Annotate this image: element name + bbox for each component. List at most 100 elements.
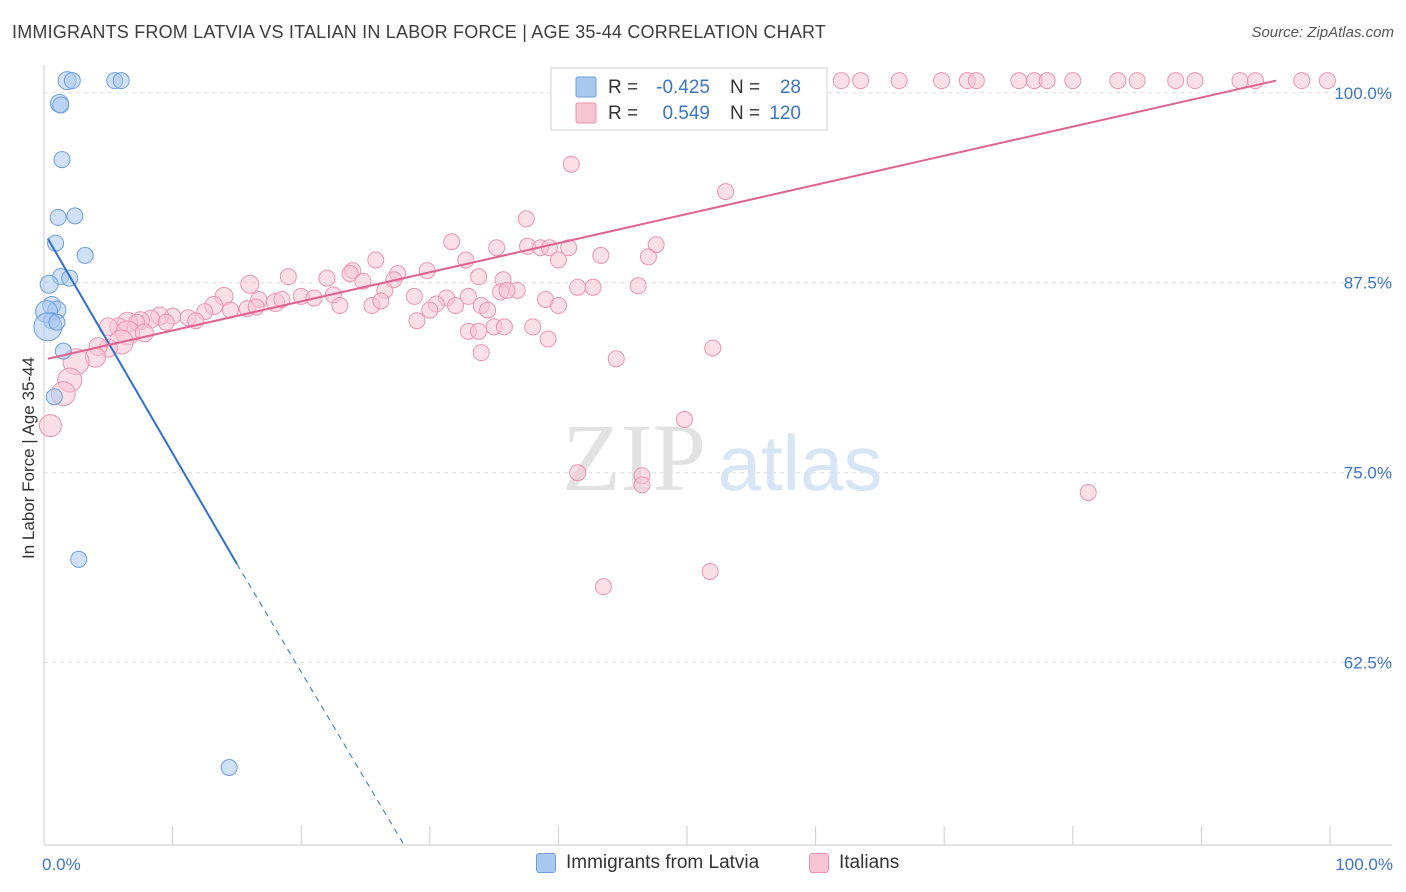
pink-data-point <box>517 210 535 228</box>
pink-data-point <box>584 278 602 296</box>
pink-data-point <box>470 268 488 286</box>
pink-data-point <box>1167 72 1185 90</box>
pink-data-point <box>933 72 951 90</box>
pink-data-point <box>539 330 557 348</box>
trend-lines <box>46 79 1277 846</box>
blue-data-point <box>48 313 66 331</box>
pink-data-point <box>488 239 506 257</box>
pink-data-point <box>562 155 580 173</box>
legend-r-label: R = <box>608 77 638 98</box>
blue-data-point <box>45 388 63 406</box>
pink-data-point <box>472 344 490 362</box>
data-points <box>33 71 1336 776</box>
y-axis-label: In Labor Force | Age 35-44 <box>19 357 38 559</box>
pink-data-point <box>443 233 461 251</box>
pink-data-point <box>1064 72 1082 90</box>
legend-pink-swatch <box>575 102 597 124</box>
legend-blue-swatch <box>575 76 597 98</box>
pink-data-point <box>549 297 567 315</box>
x-tick-label: 100.0% <box>1335 855 1393 874</box>
pink-data-point <box>633 476 651 494</box>
pink-trend-line <box>47 79 1277 360</box>
tick-labels: 100.0% 87.5% 75.0% 62.5% 0.0% 100.0% <box>42 84 1393 874</box>
pink-data-point <box>1109 72 1127 90</box>
y-tick-label: 100.0% <box>1334 84 1392 103</box>
legend-n-label: N = <box>730 103 760 124</box>
pink-data-point <box>405 287 423 305</box>
bottom-legend-pink-swatch <box>809 853 829 873</box>
legend-r-label: R = <box>608 103 638 124</box>
pink-data-point <box>569 464 587 482</box>
pink-data-point <box>639 248 657 266</box>
pink-data-point <box>331 297 349 315</box>
pink-data-point <box>354 272 372 290</box>
blue-data-point <box>49 208 67 226</box>
pink-data-point <box>890 72 908 90</box>
pink-data-point <box>524 318 542 336</box>
blue-data-point <box>76 246 94 264</box>
blue-data-point <box>63 72 81 90</box>
chart-title: IMMIGRANTS FROM LATVIA VS ITALIAN IN LAB… <box>12 22 827 42</box>
pink-data-point <box>1038 72 1056 90</box>
y-tick-label: 87.5% <box>1344 274 1392 293</box>
blue-data-point <box>66 207 84 225</box>
blue-data-point <box>53 151 71 169</box>
pink-data-point <box>341 265 359 283</box>
watermark: ZIP atlas <box>562 404 882 511</box>
pink-data-point <box>240 274 260 294</box>
pink-data-point <box>1079 483 1097 501</box>
x-tick-label: 0.0% <box>42 855 81 874</box>
pink-data-point <box>157 313 175 331</box>
axes <box>43 65 1392 846</box>
pink-data-point <box>498 281 516 299</box>
legend-n-value: 28 <box>780 77 801 98</box>
bottom-legend-blue-swatch <box>536 853 556 873</box>
blue-data-point <box>39 274 59 294</box>
pink-data-point <box>479 301 497 319</box>
pink-data-point <box>629 277 647 295</box>
pink-data-point <box>569 278 587 296</box>
bottom-legend-label: Immigrants from Latvia <box>566 852 760 873</box>
pink-data-point <box>717 183 735 201</box>
pink-data-point <box>1231 72 1249 90</box>
pink-data-point <box>1186 72 1204 90</box>
pink-data-point <box>408 312 426 330</box>
pink-data-point <box>470 322 488 340</box>
bottom-legend-item-italians: Italians <box>809 852 899 874</box>
pink-data-point <box>549 251 567 269</box>
pink-data-point <box>592 246 610 264</box>
pink-data-point <box>1293 72 1311 90</box>
pink-data-point <box>607 350 625 368</box>
blue-data-point <box>52 96 70 114</box>
blue-trend-line <box>46 238 238 565</box>
pink-data-point <box>318 269 336 287</box>
pink-data-point <box>447 297 465 315</box>
blue-data-point <box>112 72 130 90</box>
grid-lines <box>44 92 1392 664</box>
pink-data-point <box>421 301 439 319</box>
blue-trend-extension <box>236 563 405 846</box>
pink-data-point <box>367 251 385 269</box>
bottom-legend-item-latvia: Immigrants from Latvia <box>536 852 759 874</box>
pink-data-point <box>704 339 722 357</box>
pink-data-point <box>273 290 291 308</box>
pink-data-point <box>594 578 612 596</box>
pink-data-point <box>372 292 390 310</box>
pink-data-point <box>459 287 477 305</box>
pink-data-point <box>832 72 850 90</box>
source-label: Source: ZipAtlas.com <box>1251 24 1394 41</box>
legend-box <box>550 67 828 131</box>
blue-data-point <box>70 550 88 568</box>
pink-data-point <box>967 72 985 90</box>
legend-n-label: N = <box>730 77 760 98</box>
legend-r-value: -0.425 <box>656 77 710 98</box>
pink-data-point <box>647 236 665 254</box>
y-tick-label: 62.5% <box>1344 654 1392 673</box>
pink-data-point <box>38 414 62 438</box>
blue-data-point <box>220 759 238 776</box>
pink-data-point <box>1128 72 1146 90</box>
pink-data-point <box>675 411 693 429</box>
pink-data-point <box>701 562 719 580</box>
pink-data-point <box>495 318 513 336</box>
